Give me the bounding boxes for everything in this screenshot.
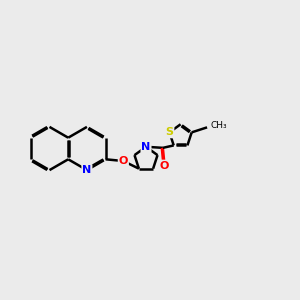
Text: S: S	[166, 128, 173, 137]
Text: O: O	[118, 156, 128, 166]
Text: N: N	[82, 165, 92, 175]
Text: O: O	[160, 160, 169, 171]
Text: N: N	[141, 142, 151, 152]
Text: CH₃: CH₃	[211, 122, 227, 130]
